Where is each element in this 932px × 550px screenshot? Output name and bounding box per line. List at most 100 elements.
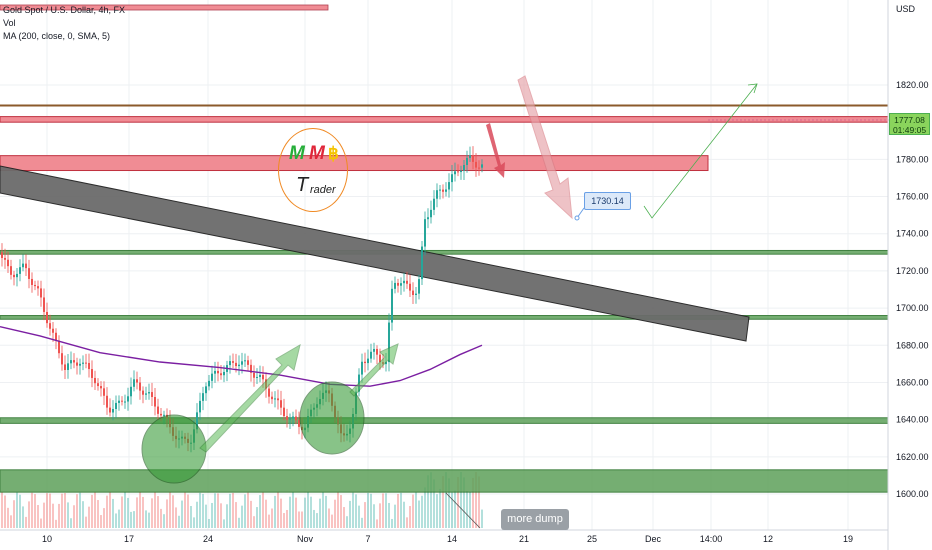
- up-arrow-right: [349, 343, 399, 397]
- volume-bar: [478, 476, 480, 528]
- candle-body: [397, 282, 399, 286]
- volume-bar: [298, 511, 300, 528]
- volume-bar: [418, 500, 420, 528]
- logo-m-green: M: [289, 143, 305, 164]
- volume-bar: [463, 477, 465, 528]
- volume-bar: [385, 493, 387, 528]
- candle-body: [73, 360, 75, 363]
- volume-bar: [106, 495, 108, 528]
- volume-bar: [55, 519, 57, 528]
- volume-bar: [364, 502, 366, 528]
- volume-bar: [190, 506, 192, 528]
- volume-bar: [256, 507, 258, 528]
- volume-bar: [424, 487, 426, 528]
- volume-bar: [481, 509, 483, 528]
- volume-bar: [199, 492, 201, 528]
- candle-body: [145, 393, 147, 395]
- more-dump-note[interactable]: more dump: [501, 509, 569, 530]
- candle-body: [61, 353, 63, 365]
- candle-body: [412, 290, 414, 296]
- time-tick-label: Dec: [645, 534, 662, 544]
- price-axis[interactable]: 1600.00 1620.00 1640.00 1660.00 1680.00 1700.…: [887, 0, 929, 550]
- volume-bar: [274, 495, 276, 528]
- volume-bar: [178, 515, 180, 528]
- candle-body: [106, 395, 108, 408]
- candle-body: [373, 348, 375, 352]
- volume-bar: [460, 472, 462, 528]
- candle-body: [223, 371, 225, 376]
- time-tick-label: 7: [365, 534, 370, 544]
- volume-bar: [352, 492, 354, 528]
- candle-body: [268, 388, 270, 397]
- candle-body: [295, 416, 297, 421]
- volume-bar: [115, 513, 117, 528]
- candle-body: [415, 293, 417, 296]
- bottom-circle-left: [141, 414, 207, 484]
- volume-bar: [196, 501, 198, 528]
- volume-bar: [244, 494, 246, 528]
- symbol-label[interactable]: Gold Spot / U.S. Dollar, 4h, FX: [3, 5, 126, 15]
- candle-body: [28, 268, 30, 279]
- logo-rader: rader: [310, 184, 336, 196]
- candle-body: [22, 263, 24, 268]
- candle-body: [436, 190, 438, 199]
- candle-body: [262, 374, 264, 380]
- volume-bar: [346, 516, 348, 528]
- volume-bar: [139, 492, 141, 528]
- volume-bar: [43, 502, 45, 528]
- volume-bar: [466, 491, 468, 528]
- volume-bar: [340, 495, 342, 528]
- volume-bar: [142, 496, 144, 528]
- resistance-zone: [0, 116, 889, 123]
- candle-body: [79, 363, 81, 366]
- candle-body: [430, 209, 432, 218]
- volume-bar: [442, 476, 444, 528]
- candle-body: [241, 361, 243, 365]
- volume-bar: [205, 504, 207, 528]
- candle-body: [124, 401, 126, 403]
- volume-bar: [103, 508, 105, 528]
- time-axis[interactable]: 10 17 24 Nov 7 14 21 25 Dec 14:00 12 19: [0, 529, 888, 544]
- candle-body: [109, 407, 111, 413]
- volume-label[interactable]: Vol: [3, 18, 16, 28]
- volume-bar: [13, 500, 15, 528]
- candle-body: [7, 259, 9, 267]
- currency-label: USD: [896, 4, 916, 14]
- candle-body: [127, 396, 129, 402]
- candle-body: [448, 182, 450, 190]
- volume-bar: [343, 507, 345, 528]
- last-price-tag: 1777.08 01:49:05: [889, 113, 930, 135]
- volume-bar: [286, 509, 288, 528]
- volume-bar: [73, 505, 75, 528]
- volume-bar: [415, 492, 417, 528]
- candle-body: [271, 396, 273, 400]
- candle-body: [235, 362, 237, 367]
- volume-bar: [88, 506, 90, 528]
- logo-m-red: M: [309, 143, 325, 164]
- volume-bar: [10, 515, 12, 528]
- volume-bar: [223, 519, 225, 528]
- volume-bar: [436, 494, 438, 528]
- descending-channel[interactable]: [0, 165, 750, 342]
- volume-bar: [334, 499, 336, 528]
- candle-body: [157, 406, 159, 414]
- target-arrowhead: [747, 83, 758, 94]
- candle-body: [475, 161, 477, 168]
- volume-bar: [37, 505, 39, 528]
- time-tick-label: Nov: [297, 534, 314, 544]
- dump-line: [445, 492, 481, 529]
- price-callout[interactable]: 1730.14: [584, 192, 631, 210]
- volume-bar: [430, 472, 432, 528]
- candle-body: [427, 217, 429, 220]
- volume-bar: [202, 493, 204, 528]
- volume-bar: [100, 515, 102, 528]
- volume-bar: [97, 500, 99, 528]
- ma-label[interactable]: MA (200, close, 0, SMA, 5): [3, 31, 111, 41]
- candle-body: [298, 420, 300, 427]
- volume-bar: [388, 502, 390, 528]
- candle-body: [424, 219, 426, 247]
- candle-body: [247, 360, 249, 365]
- big-down-arrow: [517, 75, 573, 220]
- small-down-arrow: [486, 123, 505, 178]
